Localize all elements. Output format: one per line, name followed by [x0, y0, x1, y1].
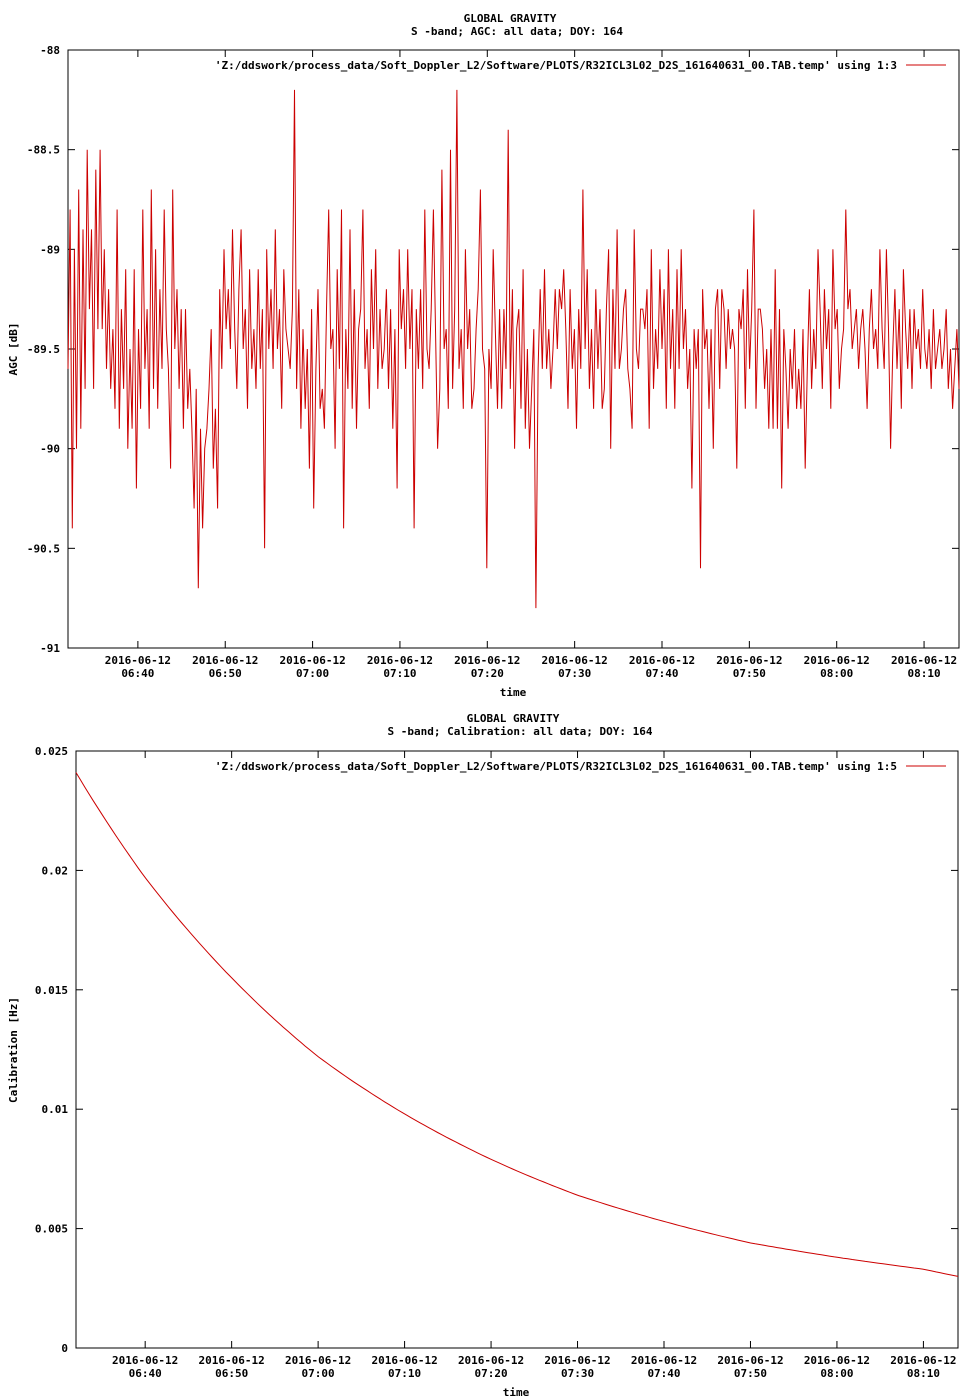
- calibration-y-axis-label: Calibration [Hz]: [7, 997, 20, 1103]
- agc-x-tick-date-label: 2016-06-12: [367, 654, 433, 667]
- cal-x-tick-date-label: 2016-06-12: [631, 1354, 697, 1367]
- cal-y-tick-label: 0.005: [35, 1223, 68, 1236]
- agc-x-tick-date-label: 2016-06-12: [454, 654, 520, 667]
- agc-y-tick-label: -88: [40, 44, 60, 57]
- cal-x-tick-time-label: 06:50: [215, 1367, 248, 1380]
- calibration-chart-subtitle: S -band; Calibration: all data; DOY: 164: [388, 725, 653, 738]
- calibration-x-axis-label: time: [503, 1386, 530, 1399]
- cal-y-tick-label: 0.015: [35, 984, 68, 997]
- cal-y-tick-label: 0.025: [35, 745, 68, 758]
- calibration-chart-title: GLOBAL GRAVITY: [467, 712, 560, 725]
- cal-x-tick-time-label: 07:40: [647, 1367, 680, 1380]
- cal-x-tick-date-label: 2016-06-12: [544, 1354, 610, 1367]
- agc-x-tick-time-label: 08:00: [820, 667, 853, 680]
- agc-x-tick-date-label: 2016-06-12: [804, 654, 870, 667]
- cal-x-tick-time-label: 07:20: [474, 1367, 507, 1380]
- cal-x-tick-date-label: 2016-06-12: [285, 1354, 351, 1367]
- agc-x-tick-date-label: 2016-06-12: [542, 654, 608, 667]
- calibration-legend: 'Z:/ddswork/process_data/Soft_Doppler_L2…: [215, 760, 946, 773]
- cal-y-tick-label: 0: [61, 1342, 68, 1355]
- agc-x-tick-time-label: 08:10: [907, 667, 940, 680]
- cal-x-tick-date-label: 2016-06-12: [890, 1354, 956, 1367]
- agc-y-tick-label: -89: [40, 243, 60, 256]
- calibration-y-axis: 0.025 0.02 0.015 0.01 0.005 0: [35, 745, 958, 1355]
- agc-x-tick-time-label: 07:20: [471, 667, 504, 680]
- cal-x-tick-time-label: 06:40: [129, 1367, 162, 1380]
- cal-x-tick-time-label: 07:10: [388, 1367, 421, 1380]
- agc-x-tick-time-label: 07:10: [383, 667, 416, 680]
- agc-y-tick-label: -89.5: [27, 343, 60, 356]
- agc-x-tick-time-label: 07:30: [558, 667, 591, 680]
- agc-chart: GLOBAL GRAVITY S -band; AGC: all data; D…: [7, 12, 960, 699]
- agc-legend: 'Z:/ddswork/process_data/Soft_Doppler_L2…: [215, 59, 946, 72]
- agc-x-tick-date-label: 2016-06-12: [716, 654, 782, 667]
- calibration-plot-area: [75, 750, 959, 1349]
- agc-x-tick-time-label: 07:50: [733, 667, 766, 680]
- agc-x-tick-time-label: 06:40: [121, 667, 154, 680]
- cal-x-tick-date-label: 2016-06-12: [804, 1354, 870, 1367]
- agc-y-axis: -88 -88.5 -89 -89.5 -90 -90.5 -91: [27, 44, 959, 655]
- agc-series-line: [67, 89, 960, 609]
- agc-x-tick-date-label: 2016-06-12: [279, 654, 345, 667]
- agc-x-tick-time-label: 07:40: [645, 667, 678, 680]
- agc-x-tick-date-label: 2016-06-12: [891, 654, 957, 667]
- agc-y-tick-label: -88.5: [27, 144, 60, 157]
- cal-x-tick-date-label: 2016-06-12: [371, 1354, 437, 1367]
- cal-x-tick-date-label: 2016-06-12: [458, 1354, 524, 1367]
- cal-y-tick-label: 0.02: [42, 864, 69, 877]
- cal-x-tick-time-label: 07:00: [302, 1367, 335, 1380]
- cal-x-tick-time-label: 08:00: [820, 1367, 853, 1380]
- agc-legend-label: 'Z:/ddswork/process_data/Soft_Doppler_L2…: [215, 59, 897, 72]
- calibration-series-line: [75, 772, 959, 1277]
- cal-x-tick-time-label: 08:10: [907, 1367, 940, 1380]
- cal-x-tick-time-label: 07:50: [734, 1367, 767, 1380]
- agc-y-tick-label: -91: [40, 642, 60, 655]
- agc-chart-subtitle: S -band; AGC: all data; DOY: 164: [411, 25, 623, 38]
- calibration-legend-label: 'Z:/ddswork/process_data/Soft_Doppler_L2…: [215, 760, 897, 773]
- agc-y-axis-label: AGC [dB]: [7, 323, 20, 376]
- cal-x-tick-date-label: 2016-06-12: [717, 1354, 783, 1367]
- cal-x-tick-date-label: 2016-06-12: [112, 1354, 178, 1367]
- agc-y-tick-label: -90: [40, 443, 60, 456]
- cal-x-tick-time-label: 07:30: [561, 1367, 594, 1380]
- agc-x-tick-time-label: 07:00: [296, 667, 329, 680]
- agc-x-tick-time-label: 06:50: [209, 667, 242, 680]
- agc-x-tick-date-label: 2016-06-12: [105, 654, 171, 667]
- agc-x-axis: 2016-06-1206:402016-06-1206:502016-06-12…: [105, 50, 957, 680]
- agc-x-tick-date-label: 2016-06-12: [629, 654, 695, 667]
- agc-y-tick-label: -90.5: [27, 542, 60, 555]
- agc-x-tick-date-label: 2016-06-12: [192, 654, 258, 667]
- cal-x-tick-date-label: 2016-06-12: [199, 1354, 265, 1367]
- calibration-chart: GLOBAL GRAVITY S -band; Calibration: all…: [7, 712, 959, 1399]
- agc-x-axis-label: time: [500, 686, 527, 699]
- cal-y-tick-label: 0.01: [42, 1103, 69, 1116]
- agc-chart-title: GLOBAL GRAVITY: [464, 12, 557, 25]
- calibration-x-axis: 2016-06-1206:402016-06-1206:502016-06-12…: [112, 751, 957, 1380]
